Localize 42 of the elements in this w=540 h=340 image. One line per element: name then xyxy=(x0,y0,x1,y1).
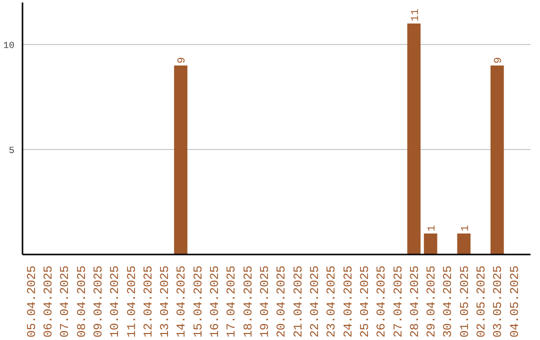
x-tick-label: 07.04.2025 xyxy=(58,265,72,338)
x-tick-label: 11.04.2025 xyxy=(124,265,139,338)
x-tick-label: 16.04.2025 xyxy=(208,265,222,338)
x-tick-label: 08.04.2025 xyxy=(74,265,89,338)
x-tick-label: 10.04.2025 xyxy=(108,265,122,338)
x-tick-label: 02.05.2025 xyxy=(474,265,489,338)
x-tick-label: 12.04.2025 xyxy=(141,265,156,338)
x-tick-label: 30.04.2025 xyxy=(441,265,456,338)
x-tick-label: 04.05.2025 xyxy=(508,265,522,338)
bar xyxy=(407,24,421,254)
bar xyxy=(174,66,188,254)
data-label: 1 xyxy=(426,225,439,232)
x-tick-label: 03.05.2025 xyxy=(491,265,506,338)
x-tick-label: 28.04.2025 xyxy=(408,265,422,338)
x-tick-label: 15.04.2025 xyxy=(191,265,206,338)
data-label: 11 xyxy=(410,8,422,22)
x-tick-label: 19.04.2025 xyxy=(258,265,272,338)
data-label: 1 xyxy=(460,225,472,232)
x-tick-label: 22.04.2025 xyxy=(308,265,322,338)
x-tick-label: 13.04.2025 xyxy=(158,265,172,338)
data-label: 9 xyxy=(176,57,189,64)
bar xyxy=(424,234,438,254)
x-tick-label: 01.05.2025 xyxy=(458,265,472,338)
x-tick-label: 06.04.2025 xyxy=(41,265,56,338)
y-tick-label: 5 xyxy=(8,145,15,156)
x-tick-label: 14.04.2025 xyxy=(174,265,189,338)
bar xyxy=(457,234,471,254)
bar xyxy=(490,66,504,254)
y-tick-label: 10 xyxy=(3,40,15,51)
x-tick-label: 26.04.2025 xyxy=(374,265,389,338)
x-tick-label: 27.04.2025 xyxy=(391,265,406,338)
x-tick-label: 29.04.2025 xyxy=(424,265,439,338)
x-tick-label: 24.04.2025 xyxy=(341,265,356,338)
x-tick-label: 23.04.2025 xyxy=(324,265,339,338)
x-tick-label: 18.04.2025 xyxy=(241,265,256,338)
x-tick-label: 20.04.2025 xyxy=(274,265,289,338)
x-tick-label: 17.04.2025 xyxy=(224,265,239,338)
x-tick-label: 05.04.2025 xyxy=(24,265,39,338)
x-tick-label: 25.04.2025 xyxy=(358,265,372,338)
x-tick-label: 21.04.2025 xyxy=(291,265,306,338)
data-label: 9 xyxy=(493,57,506,64)
x-tick-label: 09.04.2025 xyxy=(91,265,106,338)
